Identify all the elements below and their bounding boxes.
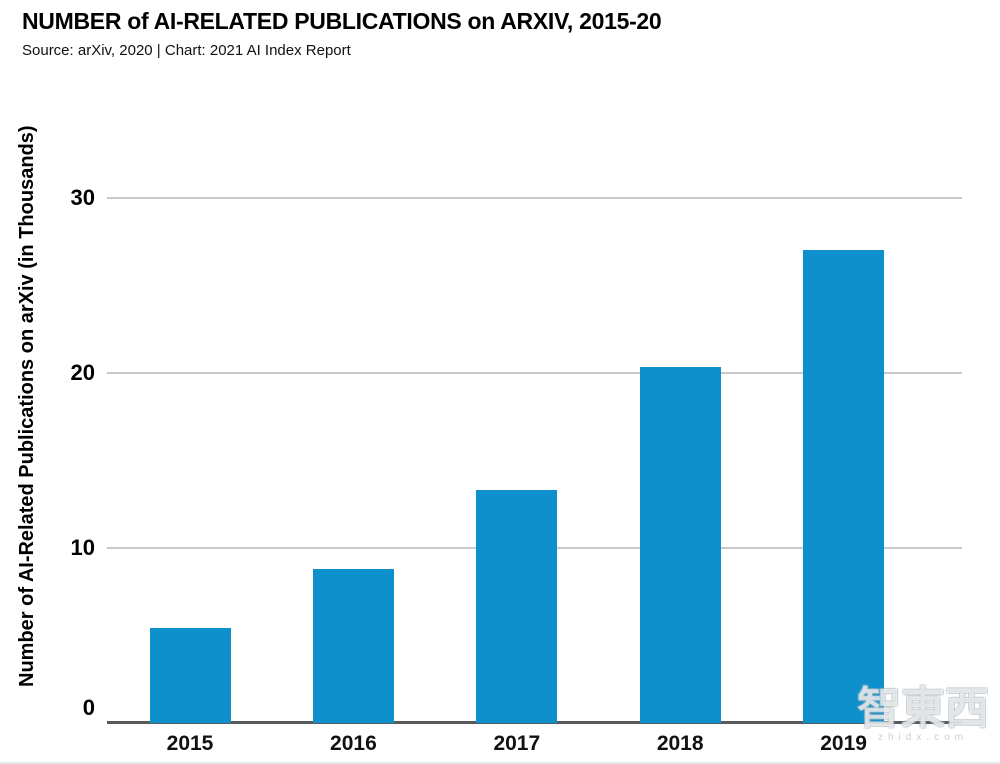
chart-title: NUMBER of AI-RELATED PUBLICATIONS on ARX… — [22, 8, 662, 34]
y-tick-label-0: 0 — [82, 694, 95, 720]
chart-subtitle: Source: arXiv, 2020 | Chart: 2021 AI Ind… — [22, 42, 351, 59]
x-tick-label-2016: 2016 — [330, 732, 377, 755]
bar-2019 — [803, 250, 885, 723]
bottom-divider-line — [0, 762, 1000, 764]
bar-2015 — [149, 628, 231, 723]
bar-2017 — [476, 489, 558, 723]
gridline-20 — [107, 371, 962, 374]
y-tick-label-20: 20 — [70, 359, 95, 385]
x-tick-label-2017: 2017 — [493, 732, 541, 755]
y-tick-label-30: 30 — [70, 184, 95, 210]
bar-2018 — [639, 367, 721, 723]
bar-2016 — [312, 568, 394, 723]
x-axis-baseline — [107, 721, 962, 724]
x-tick-label-2019: 2019 — [820, 732, 867, 755]
x-tick-label-2018: 2018 — [656, 732, 704, 755]
y-tick-label-10: 10 — [70, 534, 95, 560]
gridline-30 — [107, 196, 962, 199]
x-tick-label-2015: 2015 — [166, 732, 214, 755]
